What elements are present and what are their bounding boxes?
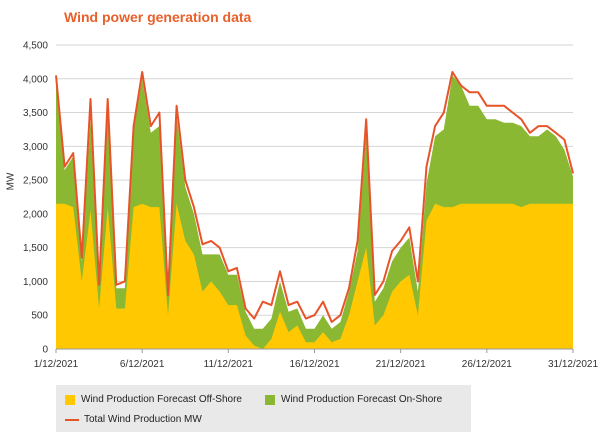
- x-tick-label: 16/12/2021: [289, 359, 339, 370]
- chart-legend: Wind Production Forecast Off-Shore Wind …: [56, 385, 471, 432]
- x-tick-label: 26/12/2021: [462, 359, 512, 370]
- chart-title: Wind power generation data: [64, 9, 252, 25]
- legend-swatch-total: [65, 418, 79, 421]
- y-tick-label: 1,500: [23, 243, 48, 254]
- legend-item-offshore: Wind Production Forecast Off-Shore: [65, 394, 242, 405]
- y-tick-label: 2,500: [23, 176, 48, 187]
- line-series: [55, 71, 574, 323]
- x-tick-label: 1/12/2021: [34, 359, 79, 370]
- y-tick-label: 500: [31, 311, 48, 322]
- y-tick-label: 0: [42, 345, 48, 356]
- chart-plot: 0 500 1,000 1,500 2,000 2,500 3,000 3,500 4,000 4…: [23, 41, 598, 371]
- y-tick-label: 2,000: [23, 209, 48, 220]
- y-tick-label: 4,000: [23, 74, 48, 85]
- legend-label-onshore: Wind Production Forecast On-Shore: [281, 394, 443, 405]
- x-tick-label: 6/12/2021: [120, 359, 165, 370]
- legend-item-total: Total Wind Production MW: [65, 414, 202, 425]
- y-tick-label: 4,500: [23, 41, 48, 52]
- legend-swatch-onshore: [265, 394, 275, 405]
- x-tick-label: 21/12/2021: [376, 359, 426, 370]
- y-tick-label: 3,500: [23, 108, 48, 119]
- area-series: [56, 75, 573, 350]
- y-tick-label: 1,000: [23, 277, 48, 288]
- legend-label-total: Total Wind Production MW: [84, 414, 202, 425]
- x-tick-label: 11/12/2021: [204, 359, 254, 370]
- x-tick-label: 31/12/2021: [548, 359, 598, 370]
- area-offshore: [56, 203, 573, 349]
- axes: 0 500 1,000 1,500 2,000 2,500 3,000 3,500 4,000 4…: [23, 41, 598, 371]
- legend-label-offshore: Wind Production Forecast Off-Shore: [81, 394, 242, 405]
- legend-item-onshore: Wind Production Forecast On-Shore: [265, 394, 442, 405]
- y-tick-label: 3,000: [23, 142, 48, 153]
- legend-swatch-offshore: [65, 394, 75, 405]
- line-total-production: [55, 71, 574, 323]
